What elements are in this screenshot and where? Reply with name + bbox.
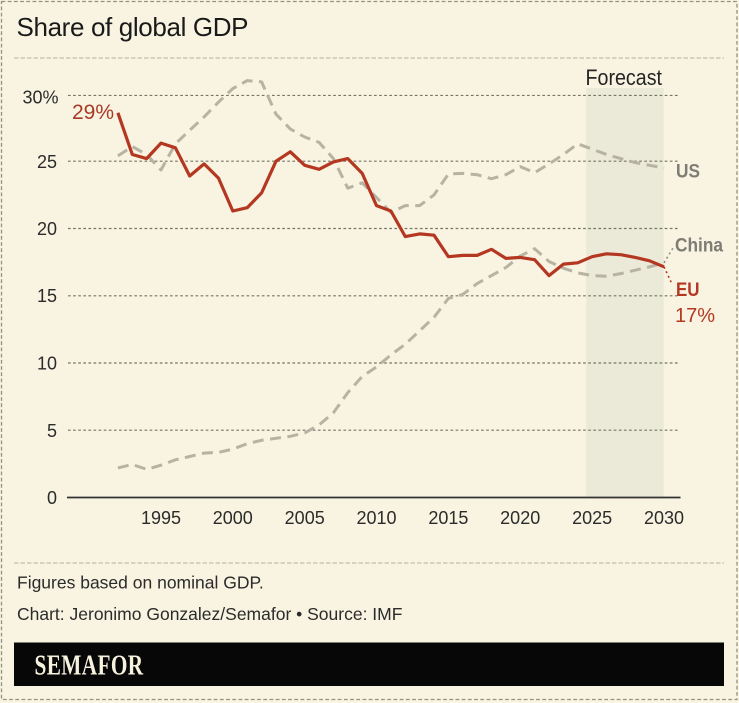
svg-text:15: 15 xyxy=(37,286,57,306)
svg-text:29%: 29% xyxy=(72,101,114,124)
svg-text:5: 5 xyxy=(47,421,57,441)
svg-text:2010: 2010 xyxy=(356,508,396,528)
svg-text:Forecast: Forecast xyxy=(586,65,663,90)
svg-text:Figures based on nominal GDP.: Figures based on nominal GDP. xyxy=(17,573,264,593)
svg-text:2025: 2025 xyxy=(572,508,612,528)
svg-text:10: 10 xyxy=(37,354,57,374)
svg-text:25: 25 xyxy=(37,152,57,172)
svg-text:2030: 2030 xyxy=(644,508,684,528)
svg-text:2020: 2020 xyxy=(500,508,540,528)
svg-text:SEMAFOR: SEMAFOR xyxy=(35,651,145,681)
svg-text:1995: 1995 xyxy=(141,508,181,528)
svg-text:US: US xyxy=(676,162,700,183)
svg-text:2015: 2015 xyxy=(428,508,468,528)
svg-text:Share of global GDP: Share of global GDP xyxy=(17,12,249,42)
svg-text:20: 20 xyxy=(37,219,57,239)
svg-text:Chart: Jeronimo Gonzalez/Semaf: Chart: Jeronimo Gonzalez/Semafor • Sourc… xyxy=(17,604,402,624)
svg-text:30%: 30% xyxy=(22,88,58,108)
svg-text:China: China xyxy=(675,235,723,256)
svg-text:2005: 2005 xyxy=(285,508,325,528)
svg-text:2000: 2000 xyxy=(213,508,253,528)
svg-text:0: 0 xyxy=(47,488,57,508)
svg-text:EU: EU xyxy=(676,280,700,301)
svg-text:17%: 17% xyxy=(675,305,715,327)
